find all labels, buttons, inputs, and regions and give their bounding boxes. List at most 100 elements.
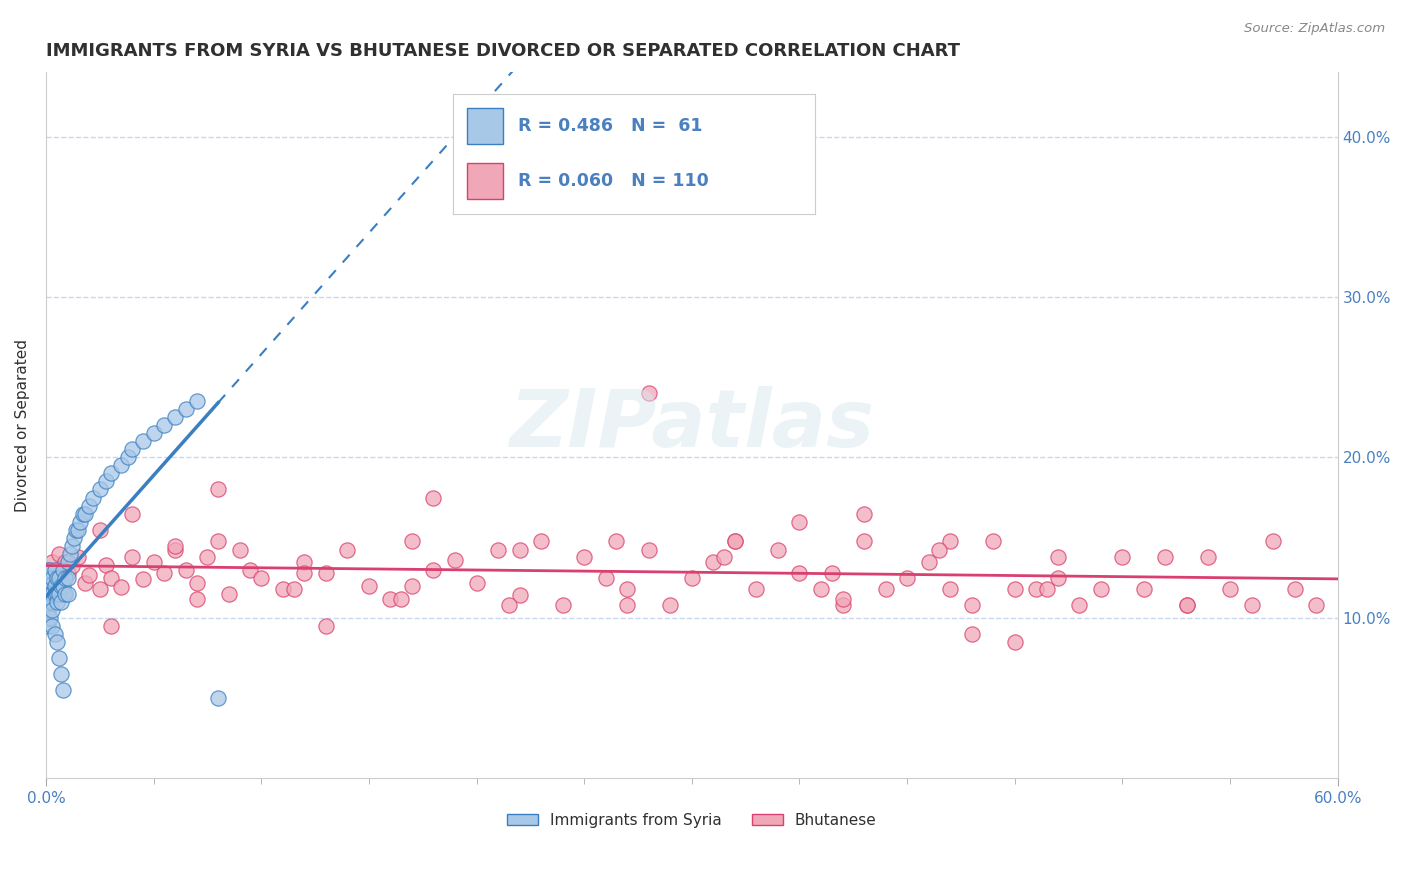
Point: [1175, 598, 1198, 612]
Point: [207, 691, 229, 706]
Point: [110, 458, 132, 473]
Point: [49, 595, 72, 609]
Point: [207, 483, 229, 497]
Point: [67, 523, 90, 537]
Point: [60, 539, 83, 553]
Point: [637, 543, 659, 558]
Point: [401, 579, 423, 593]
Text: IMMIGRANTS FROM SYRIA VS BHUTANESE DIVORCED OR SEPARATED CORRELATION CHART: IMMIGRANTS FROM SYRIA VS BHUTANESE DIVOR…: [46, 42, 960, 60]
Point: [44, 627, 66, 641]
Point: [52, 587, 75, 601]
Point: [63, 531, 86, 545]
Point: [1240, 598, 1263, 612]
Point: [39, 595, 62, 609]
Point: [960, 598, 983, 612]
Point: [572, 549, 595, 564]
Point: [41, 587, 63, 601]
Point: [509, 588, 531, 602]
Point: [39, 587, 62, 601]
Point: [45, 587, 67, 601]
Point: [48, 547, 70, 561]
Point: [37, 563, 59, 577]
Point: [228, 543, 250, 558]
Point: [44, 587, 66, 601]
Point: [53, 571, 76, 585]
Point: [37, 571, 59, 585]
Point: [283, 582, 305, 596]
Point: [60, 559, 83, 574]
Point: [52, 579, 75, 593]
Point: [142, 426, 165, 441]
Point: [165, 410, 187, 425]
Point: [37, 619, 59, 633]
Point: [41, 603, 63, 617]
Point: [132, 434, 155, 449]
Point: [53, 555, 76, 569]
Point: [1133, 582, 1156, 596]
Point: [250, 571, 273, 585]
Point: [39, 611, 62, 625]
Point: [121, 442, 143, 457]
Point: [186, 394, 208, 409]
Point: [89, 483, 111, 497]
Point: [121, 507, 143, 521]
Point: [1036, 582, 1059, 596]
Point: [357, 579, 380, 593]
Point: [789, 515, 811, 529]
Point: [853, 507, 876, 521]
Point: [37, 603, 59, 617]
Point: [153, 566, 176, 580]
Point: [681, 571, 703, 585]
Point: [1111, 549, 1133, 564]
Point: [37, 579, 59, 593]
Point: [96, 558, 118, 572]
Point: [271, 582, 294, 596]
Point: [745, 582, 768, 596]
Point: [174, 563, 197, 577]
Point: [100, 467, 122, 481]
Point: [41, 595, 63, 609]
Text: Source: ZipAtlas.com: Source: ZipAtlas.com: [1244, 22, 1385, 36]
Point: [186, 575, 208, 590]
Point: [939, 533, 962, 548]
Point: [117, 450, 139, 465]
Point: [315, 619, 337, 633]
Point: [831, 591, 853, 606]
Point: [44, 579, 66, 593]
Point: [1090, 582, 1112, 596]
Point: [659, 598, 682, 612]
Point: [110, 580, 132, 594]
Point: [41, 619, 63, 633]
Point: [1069, 598, 1091, 612]
Point: [724, 533, 747, 548]
Point: [637, 386, 659, 401]
Point: [616, 598, 638, 612]
Point: [509, 543, 531, 558]
Point: [1025, 582, 1047, 596]
Point: [821, 566, 844, 580]
Point: [121, 549, 143, 564]
Point: [45, 563, 67, 577]
Point: [44, 563, 66, 577]
Point: [917, 555, 939, 569]
Point: [939, 582, 962, 596]
Point: [73, 575, 96, 590]
Point: [45, 595, 67, 609]
Point: [48, 571, 70, 585]
Point: [1046, 549, 1069, 564]
Point: [59, 547, 82, 561]
Point: [142, 555, 165, 569]
Point: [72, 507, 94, 521]
Point: [77, 499, 100, 513]
Point: [96, 475, 118, 489]
Point: [444, 553, 467, 567]
Point: [1004, 582, 1026, 596]
Point: [530, 533, 553, 548]
Point: [45, 635, 67, 649]
Point: [132, 572, 155, 586]
Y-axis label: Divorced or Separated: Divorced or Separated: [15, 339, 30, 512]
Point: [100, 619, 122, 633]
Point: [1004, 635, 1026, 649]
Point: [89, 582, 111, 596]
Point: [239, 563, 262, 577]
